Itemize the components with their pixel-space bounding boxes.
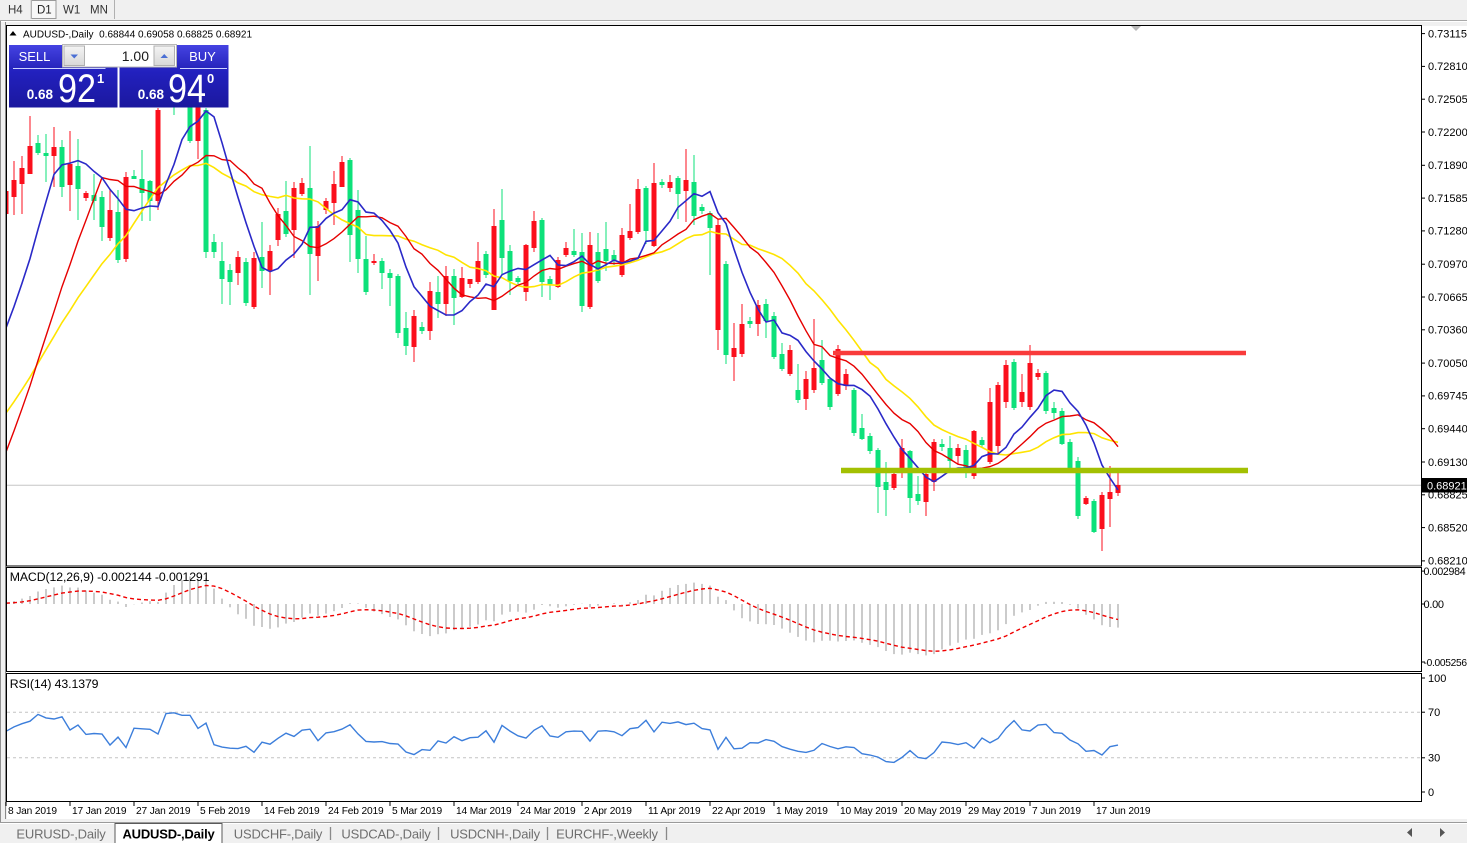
svg-text:0.70050: 0.70050 (1428, 358, 1467, 370)
svg-text:29 May 2019: 29 May 2019 (968, 806, 1026, 817)
svg-text:D1: D1 (37, 5, 52, 17)
svg-text:EURCHF-,Weekly: EURCHF-,Weekly (556, 827, 658, 842)
svg-text:11 Apr 2019: 11 Apr 2019 (648, 806, 701, 817)
svg-text:EURUSD-,Daily: EURUSD-,Daily (16, 827, 106, 842)
svg-text:0.71280: 0.71280 (1428, 226, 1467, 238)
svg-text:1.00: 1.00 (122, 48, 149, 64)
svg-text:94: 94 (168, 67, 206, 111)
svg-text:0.68: 0.68 (138, 87, 165, 102)
svg-text:22 Apr 2019: 22 Apr 2019 (712, 806, 766, 817)
svg-text:0.68: 0.68 (27, 87, 54, 102)
svg-text:0.69440: 0.69440 (1428, 424, 1467, 436)
svg-text:0: 0 (1428, 787, 1434, 799)
svg-text:0.68520: 0.68520 (1428, 522, 1467, 534)
svg-text:30: 30 (1428, 753, 1440, 765)
svg-text:10 May 2019: 10 May 2019 (840, 806, 898, 817)
svg-text:0.002984: 0.002984 (1424, 566, 1466, 578)
svg-text:-0.005256: -0.005256 (1424, 658, 1467, 669)
svg-text:0.68210: 0.68210 (1428, 556, 1467, 568)
svg-text:0.72505: 0.72505 (1428, 94, 1467, 106)
svg-text:BUY: BUY (189, 49, 216, 64)
svg-text:SELL: SELL (19, 49, 51, 64)
svg-text:24 Feb 2019: 24 Feb 2019 (328, 806, 384, 817)
svg-text:20 May 2019: 20 May 2019 (904, 806, 962, 817)
svg-text:0.71890: 0.71890 (1428, 160, 1467, 172)
svg-text:MACD(12,26,9) -0.002144 -0.001: MACD(12,26,9) -0.002144 -0.001291 (10, 570, 210, 584)
svg-text:USDCHF-,Daily: USDCHF-,Daily (234, 827, 323, 842)
svg-text:17 Jan 2019: 17 Jan 2019 (72, 806, 127, 817)
svg-text:W1: W1 (63, 5, 80, 17)
svg-text:0.73115: 0.73115 (1428, 28, 1467, 40)
svg-text:27 Jan 2019: 27 Jan 2019 (136, 806, 191, 817)
svg-text:0.70970: 0.70970 (1428, 259, 1467, 271)
svg-text:5 Feb 2019: 5 Feb 2019 (200, 806, 251, 817)
svg-text:2 Apr 2019: 2 Apr 2019 (584, 806, 632, 817)
svg-text:0.69745: 0.69745 (1428, 391, 1467, 403)
svg-text:0.70360: 0.70360 (1428, 325, 1467, 337)
svg-text:0.68825: 0.68825 (1428, 490, 1467, 502)
svg-text:17 Jun 2019: 17 Jun 2019 (1096, 806, 1151, 817)
svg-text:0.70665: 0.70665 (1428, 292, 1467, 304)
svg-text:14 Mar 2019: 14 Mar 2019 (456, 806, 512, 817)
svg-text:92: 92 (58, 67, 96, 111)
svg-text:0.00: 0.00 (1424, 599, 1444, 611)
svg-text:1 May 2019: 1 May 2019 (776, 806, 828, 817)
svg-text:1: 1 (97, 71, 104, 86)
svg-text:100: 100 (1428, 673, 1446, 685)
svg-text:0.68921: 0.68921 (1427, 481, 1467, 493)
svg-text:USDCNH-,Daily: USDCNH-,Daily (450, 827, 541, 842)
svg-text:0.69130: 0.69130 (1428, 457, 1467, 469)
svg-text:0.71585: 0.71585 (1428, 193, 1467, 205)
svg-text:MN: MN (90, 5, 108, 17)
svg-text:0.72810: 0.72810 (1428, 61, 1467, 73)
svg-text:8 Jan 2019: 8 Jan 2019 (8, 806, 57, 817)
svg-text:USDCAD-,Daily: USDCAD-,Daily (341, 827, 431, 842)
svg-text:70: 70 (1428, 707, 1440, 719)
svg-text:0.72200: 0.72200 (1428, 127, 1467, 139)
svg-text:24 Mar 2019: 24 Mar 2019 (520, 806, 576, 817)
svg-text:0: 0 (207, 71, 214, 86)
svg-text:AUDUSD-,Daily: AUDUSD-,Daily (122, 827, 215, 842)
svg-text:RSI(14) 43.1379: RSI(14) 43.1379 (10, 677, 99, 691)
svg-text:7 Jun 2019: 7 Jun 2019 (1032, 806, 1081, 817)
svg-text:AUDUSD-,Daily 0.68844 0.69058: AUDUSD-,Daily 0.68844 0.69058 0.68825 0.… (23, 30, 252, 41)
svg-text:14 Feb 2019: 14 Feb 2019 (264, 806, 320, 817)
svg-text:5 Mar 2019: 5 Mar 2019 (392, 806, 443, 817)
svg-text:H4: H4 (8, 5, 23, 17)
